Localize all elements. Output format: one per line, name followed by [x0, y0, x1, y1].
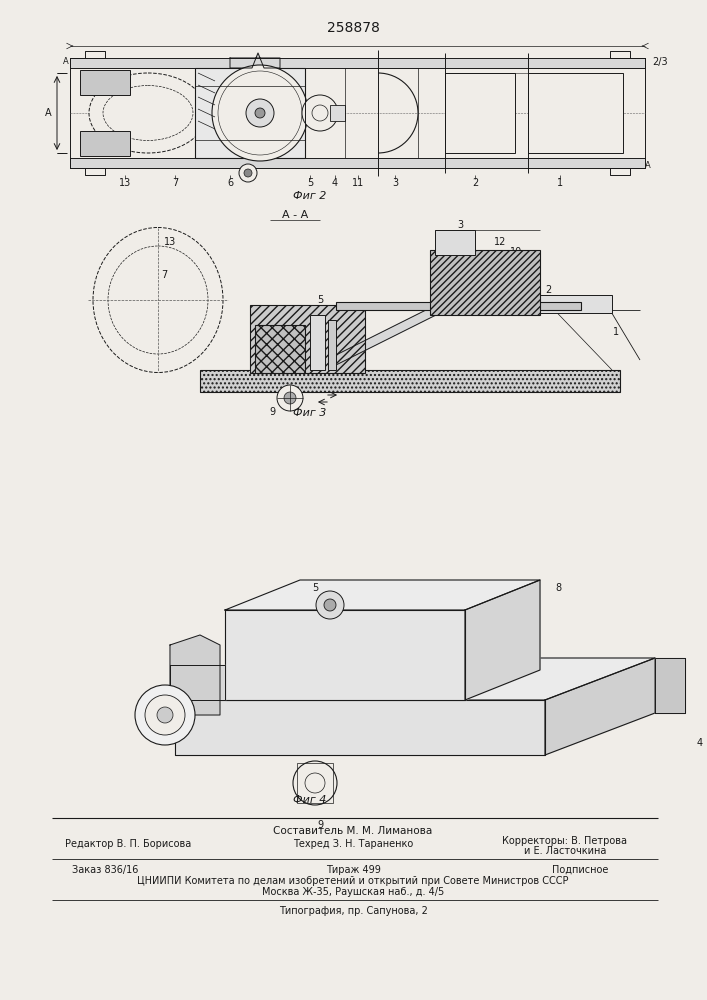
- Polygon shape: [336, 298, 450, 365]
- Text: 7: 7: [172, 178, 178, 188]
- Bar: [430, 250, 540, 315]
- Polygon shape: [170, 665, 225, 700]
- Polygon shape: [175, 658, 655, 700]
- Polygon shape: [610, 51, 645, 58]
- Text: 12: 12: [493, 237, 506, 247]
- Ellipse shape: [108, 246, 208, 354]
- Bar: [310, 315, 325, 370]
- Bar: [70, 58, 645, 68]
- Bar: [435, 230, 475, 255]
- Text: Редактор В. П. Борисова: Редактор В. П. Борисова: [65, 839, 191, 849]
- Polygon shape: [225, 610, 465, 700]
- Polygon shape: [70, 168, 105, 175]
- Bar: [336, 302, 581, 310]
- Text: 2: 2: [472, 178, 478, 188]
- Polygon shape: [225, 580, 540, 610]
- Text: 8: 8: [555, 583, 561, 593]
- Polygon shape: [70, 51, 105, 58]
- Circle shape: [246, 99, 274, 127]
- Bar: [70, 158, 645, 168]
- Bar: [250, 305, 365, 373]
- Polygon shape: [610, 168, 645, 175]
- Ellipse shape: [89, 73, 207, 153]
- Circle shape: [135, 685, 195, 745]
- Circle shape: [293, 761, 337, 805]
- Text: Фиг 3: Фиг 3: [293, 408, 327, 418]
- Bar: [195, 68, 305, 158]
- Text: 9: 9: [317, 820, 323, 830]
- Text: и Е. Ласточкина: и Е. Ласточкина: [524, 846, 606, 856]
- Text: 5: 5: [317, 295, 323, 305]
- Text: Фиг 4: Фиг 4: [293, 795, 327, 805]
- Polygon shape: [465, 580, 540, 700]
- Bar: [80, 70, 130, 95]
- Bar: [528, 73, 623, 153]
- Circle shape: [305, 773, 325, 793]
- Text: 3: 3: [457, 220, 463, 230]
- Bar: [297, 763, 333, 803]
- Text: Типография, пр. Сапунова, 2: Типография, пр. Сапунова, 2: [279, 906, 428, 916]
- Text: Тираж 499: Тираж 499: [325, 865, 380, 875]
- Text: 4: 4: [260, 340, 266, 350]
- Text: 6: 6: [227, 178, 233, 188]
- Text: ЦНИИПИ Комитета по делам изобретений и открытий при Совете Министров СССР: ЦНИИПИ Комитета по делам изобретений и о…: [137, 876, 568, 886]
- Text: 258878: 258878: [327, 21, 380, 35]
- Bar: [80, 131, 130, 156]
- Bar: [330, 105, 345, 121]
- Circle shape: [145, 695, 185, 735]
- Text: 11: 11: [554, 297, 566, 307]
- Polygon shape: [655, 658, 685, 713]
- Text: Подписное: Подписное: [551, 865, 608, 875]
- Text: 2/3: 2/3: [652, 57, 668, 67]
- Polygon shape: [230, 53, 280, 68]
- Text: 13: 13: [164, 237, 176, 247]
- Circle shape: [212, 65, 308, 161]
- Ellipse shape: [93, 228, 223, 372]
- Text: Техред З. Н. Тараненко: Техред З. Н. Тараненко: [293, 839, 413, 849]
- Text: Заказ 836/16: Заказ 836/16: [72, 865, 138, 875]
- Text: A: A: [45, 108, 52, 118]
- Text: 1: 1: [613, 327, 619, 337]
- Text: A: A: [645, 160, 651, 169]
- Circle shape: [255, 108, 265, 118]
- Polygon shape: [545, 658, 655, 755]
- Text: 5: 5: [307, 178, 313, 188]
- Text: 5: 5: [312, 583, 318, 593]
- Text: 1: 1: [557, 178, 563, 188]
- Text: 4: 4: [332, 178, 338, 188]
- Circle shape: [244, 169, 252, 177]
- Circle shape: [157, 707, 173, 723]
- Text: 9: 9: [269, 407, 275, 417]
- Text: 4: 4: [697, 738, 703, 748]
- Text: 10: 10: [510, 247, 522, 257]
- Bar: [255, 325, 305, 373]
- Text: 11: 11: [352, 178, 364, 188]
- Bar: [200, 370, 620, 392]
- Text: 3: 3: [392, 178, 398, 188]
- Text: 2: 2: [545, 285, 551, 295]
- Polygon shape: [175, 700, 545, 755]
- Circle shape: [324, 599, 336, 611]
- Text: Фиг 2: Фиг 2: [293, 191, 327, 201]
- Text: А - А: А - А: [282, 210, 308, 220]
- Text: Москва Ж-35, Раушская наб., д. 4/5: Москва Ж-35, Раушская наб., д. 4/5: [262, 887, 444, 897]
- Text: 13: 13: [119, 178, 131, 188]
- Text: Составитель М. М. Лиманова: Составитель М. М. Лиманова: [274, 826, 433, 836]
- Text: Корректоры: В. Петрова: Корректоры: В. Петрова: [503, 836, 628, 846]
- Circle shape: [302, 95, 338, 131]
- Circle shape: [218, 71, 302, 155]
- Circle shape: [316, 591, 344, 619]
- Polygon shape: [170, 635, 220, 715]
- Text: 7: 7: [161, 270, 167, 280]
- Bar: [445, 73, 515, 153]
- Circle shape: [284, 392, 296, 404]
- Circle shape: [312, 105, 328, 121]
- Circle shape: [239, 164, 257, 182]
- Text: 6: 6: [150, 705, 156, 715]
- Text: A: A: [63, 57, 69, 66]
- Bar: [540, 295, 612, 313]
- Circle shape: [277, 385, 303, 411]
- Ellipse shape: [103, 86, 193, 140]
- Bar: [328, 320, 336, 370]
